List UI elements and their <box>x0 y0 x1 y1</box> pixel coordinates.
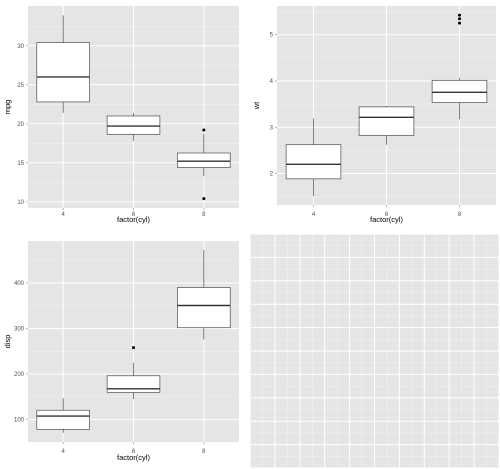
x-tick-label: 8 <box>202 449 206 455</box>
y-tick-label: 4 <box>270 79 274 85</box>
box-body <box>36 409 90 430</box>
box-body <box>36 42 90 103</box>
x-axis-title: factor(cyl) <box>117 453 150 462</box>
wt-boxplot: 2 3 4 5 4 6 8 factor(cyl) wt <box>252 6 496 224</box>
x-tick-label: 4 <box>61 212 65 218</box>
outlier-point <box>458 17 461 21</box>
x-tick-label: 6 <box>385 212 389 218</box>
y-tick-label: 100 <box>14 418 25 424</box>
mpg-boxplot: 10 15 20 25 30 4 6 8 factor(cyl) mpg <box>3 6 239 224</box>
box-body <box>285 144 342 180</box>
y-axis-title: disp <box>3 335 12 349</box>
box-body <box>106 115 161 135</box>
box-4 <box>36 398 90 433</box>
x-axis-title: factor(cyl) <box>370 215 403 224</box>
box-6 <box>106 346 161 400</box>
disp-boxplot: 100 200 300 400 4 6 8 factor(cyl) disp <box>3 241 239 462</box>
x-tick-label: 8 <box>458 212 462 218</box>
y-tick-label: 10 <box>17 200 24 206</box>
box-4 <box>36 15 90 113</box>
x-tick-label: 4 <box>61 449 65 455</box>
y-tick-label: 15 <box>17 161 24 167</box>
outlier-point <box>132 346 135 350</box>
x-tick-label: 4 <box>312 212 316 218</box>
x-tick-label: 6 <box>132 449 136 455</box>
y-axis-title: mpg <box>3 100 12 115</box>
outlier-point <box>202 128 206 132</box>
x-tick-label: 6 <box>132 212 136 218</box>
outlier-point <box>458 21 461 25</box>
y-tick-label: 2 <box>270 172 274 178</box>
empty-panel <box>250 234 500 469</box>
y-tick-label: 300 <box>14 327 25 333</box>
box-6 <box>106 112 161 141</box>
y-axis-title: wt <box>252 101 261 110</box>
y-tick-label: 25 <box>17 83 24 89</box>
outlier-point <box>458 13 461 17</box>
box-body <box>358 106 415 136</box>
box-body <box>177 152 231 168</box>
x-tick-label: 8 <box>202 212 206 218</box>
y-tick-label: 5 <box>270 33 274 39</box>
x-axis-title: factor(cyl) <box>117 215 150 224</box>
box-6 <box>358 105 415 145</box>
y-tick-label: 3 <box>270 125 274 131</box>
box-body <box>177 287 231 329</box>
y-tick-label: 30 <box>17 44 24 50</box>
box-8 <box>177 250 231 340</box>
box-8 <box>177 128 231 201</box>
box-body <box>431 79 488 103</box>
outlier-point <box>202 197 206 201</box>
y-tick-label: 400 <box>14 281 25 287</box>
y-tick-label: 20 <box>17 122 24 128</box>
y-tick-label: 200 <box>14 372 25 378</box>
box-8 <box>431 13 488 120</box>
box-4 <box>285 118 342 197</box>
box-body <box>106 375 161 393</box>
